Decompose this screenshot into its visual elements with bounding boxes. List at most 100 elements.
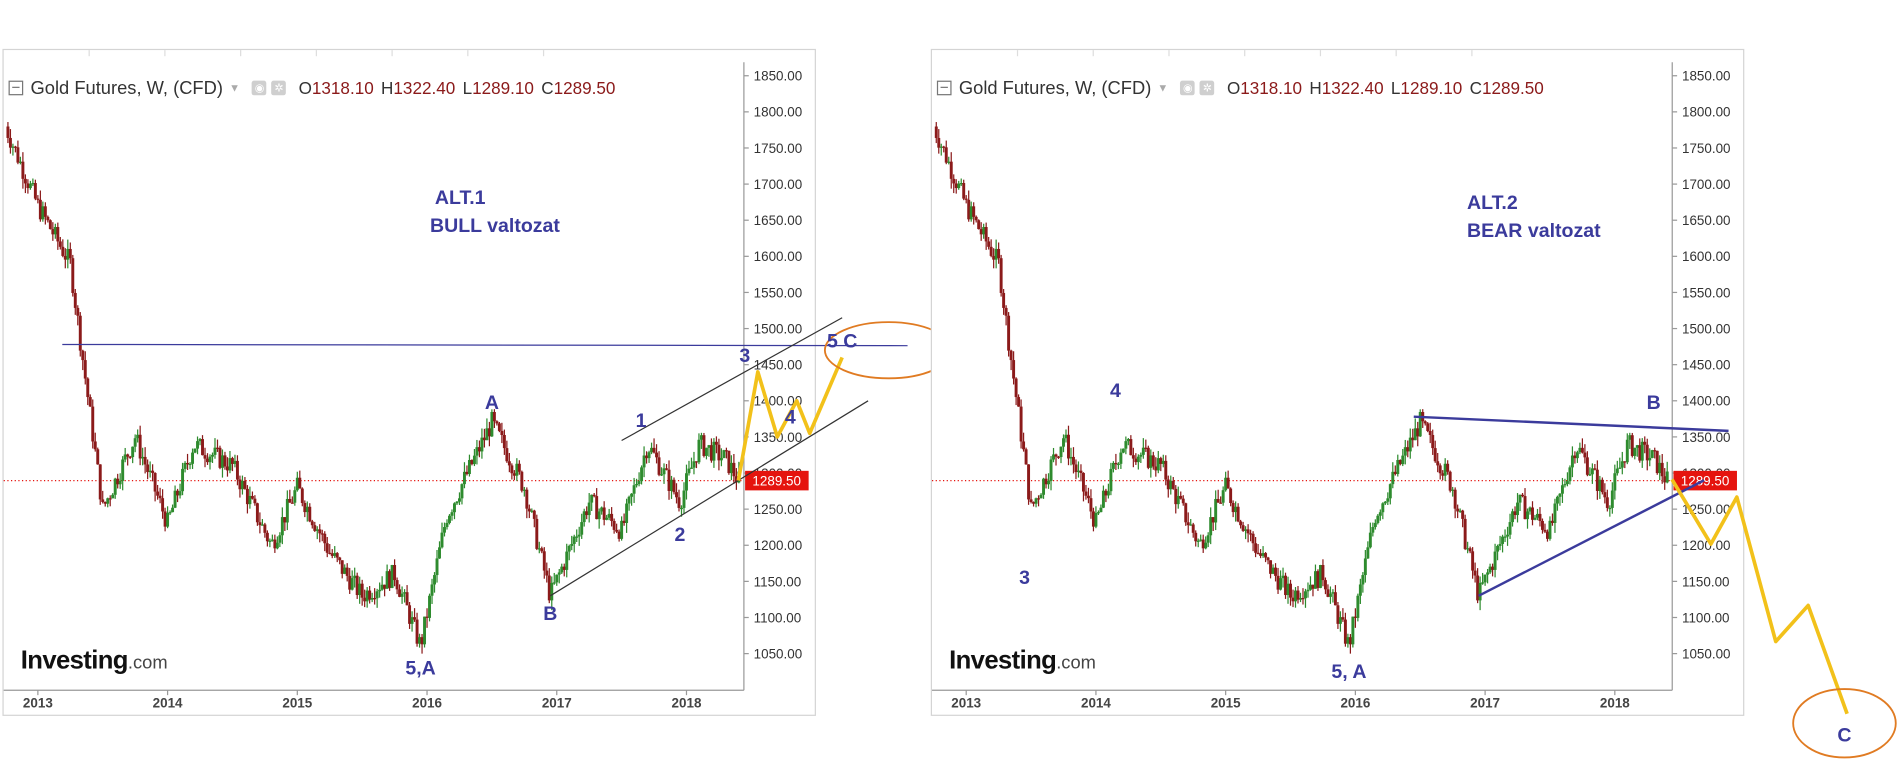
gear-icon[interactable]: ✲ xyxy=(271,80,287,96)
candle-body xyxy=(1069,456,1073,459)
candle-body xyxy=(1648,457,1652,461)
candle-body xyxy=(465,471,469,475)
alt-note-subtitle: BULL valtozat xyxy=(429,216,560,238)
candle-body xyxy=(1363,558,1367,576)
candle-body xyxy=(1321,565,1325,581)
y-tick-label: 1450.00 xyxy=(1682,358,1731,373)
candle-body xyxy=(278,535,282,543)
high-label: H xyxy=(1309,78,1322,98)
candle-body xyxy=(1007,315,1011,351)
candle-body xyxy=(410,617,414,624)
alt-note: ALT.1 BULL valtozat xyxy=(430,184,560,240)
x-tick-label: 2014 xyxy=(153,695,183,710)
candle-body xyxy=(448,515,451,523)
candle-body xyxy=(333,553,337,556)
gear-icon[interactable]: ✲ xyxy=(1200,80,1215,96)
candle-body xyxy=(714,441,718,445)
candle-body xyxy=(433,575,436,585)
candle-body xyxy=(512,473,516,476)
logo-brand: Investing xyxy=(20,646,129,675)
candle-body xyxy=(987,241,991,247)
candle-body xyxy=(475,447,479,456)
candle-body xyxy=(1411,437,1415,441)
candle-body xyxy=(1356,595,1360,618)
chevron-down-icon[interactable]: ▼ xyxy=(229,81,240,95)
candle-body xyxy=(1249,533,1253,535)
candle-body xyxy=(188,463,192,466)
candle-body xyxy=(967,199,971,220)
candle-body xyxy=(186,462,190,465)
x-tick-label: 2018 xyxy=(1600,695,1630,710)
candle-body xyxy=(138,434,142,459)
candle-body xyxy=(1650,450,1654,458)
candle-body xyxy=(400,593,404,597)
candle-body xyxy=(472,455,476,465)
candle-body xyxy=(939,146,943,148)
candle-body xyxy=(937,137,941,148)
candle-body xyxy=(163,511,167,527)
x-tick-label: 2015 xyxy=(1211,695,1241,710)
y-tick-label: 1800.00 xyxy=(1682,105,1731,120)
candle-body xyxy=(685,473,688,491)
candle-body xyxy=(1091,511,1095,527)
candle-body xyxy=(1578,447,1582,453)
candle-body xyxy=(1171,480,1175,489)
candle-body xyxy=(1241,525,1245,531)
candle-body xyxy=(248,495,252,505)
candle-body xyxy=(1111,462,1115,469)
candle-body xyxy=(944,147,948,163)
candle-body xyxy=(1146,447,1150,468)
candle-body xyxy=(1625,439,1629,463)
candle-body xyxy=(450,512,454,516)
candle-body xyxy=(81,350,85,361)
candle-body xyxy=(1438,465,1442,474)
candle-body xyxy=(645,455,649,459)
candle-body xyxy=(408,605,412,624)
candle-body xyxy=(1381,503,1385,513)
x-tick-label: 2015 xyxy=(282,695,312,710)
collapse-icon[interactable] xyxy=(936,80,952,96)
alt-note-subtitle: BEAR valtozat xyxy=(1467,221,1601,242)
candle-body xyxy=(704,447,708,456)
candle-body xyxy=(1658,462,1662,474)
candle-body xyxy=(1057,456,1060,458)
candle-body xyxy=(1526,511,1529,520)
chevron-down-icon[interactable]: ▼ xyxy=(1157,81,1169,95)
candle-body xyxy=(1346,637,1350,644)
candle-body xyxy=(1408,437,1412,452)
low-value: 1289.10 xyxy=(1400,78,1463,98)
y-tick-label: 1550.00 xyxy=(1682,285,1731,300)
candle-body xyxy=(31,183,35,185)
candle-body xyxy=(1149,455,1153,468)
candle-body xyxy=(1555,496,1559,504)
candle-body xyxy=(1371,527,1375,533)
candles xyxy=(6,122,741,654)
candle-body xyxy=(1196,540,1200,542)
candle-body xyxy=(682,490,686,508)
candle-body xyxy=(383,584,387,589)
candle-body xyxy=(390,565,394,588)
candle-body xyxy=(1221,490,1225,503)
candle-body xyxy=(1458,510,1462,512)
visibility-icon[interactable]: ◉ xyxy=(1180,80,1196,96)
candle-body xyxy=(265,532,269,542)
candle-body xyxy=(213,447,217,455)
wave-label: 4 xyxy=(1110,380,1121,402)
candle-body xyxy=(612,520,616,530)
candle-body xyxy=(1583,452,1587,458)
candle-body xyxy=(1426,423,1430,431)
candle-body xyxy=(1323,580,1327,590)
candle-body xyxy=(348,575,352,590)
candle-body xyxy=(1413,428,1417,441)
candle-body xyxy=(1044,478,1048,485)
candle-body xyxy=(727,450,731,474)
collapse-icon[interactable] xyxy=(8,80,24,96)
x-tick-label: 2013 xyxy=(951,695,981,710)
candle-body xyxy=(1328,593,1332,597)
candle-body xyxy=(158,495,162,499)
candle-body xyxy=(41,206,45,220)
candle-body xyxy=(699,435,703,440)
candle-body xyxy=(128,456,132,458)
candle-body xyxy=(530,510,534,512)
visibility-icon[interactable]: ◉ xyxy=(252,80,267,96)
